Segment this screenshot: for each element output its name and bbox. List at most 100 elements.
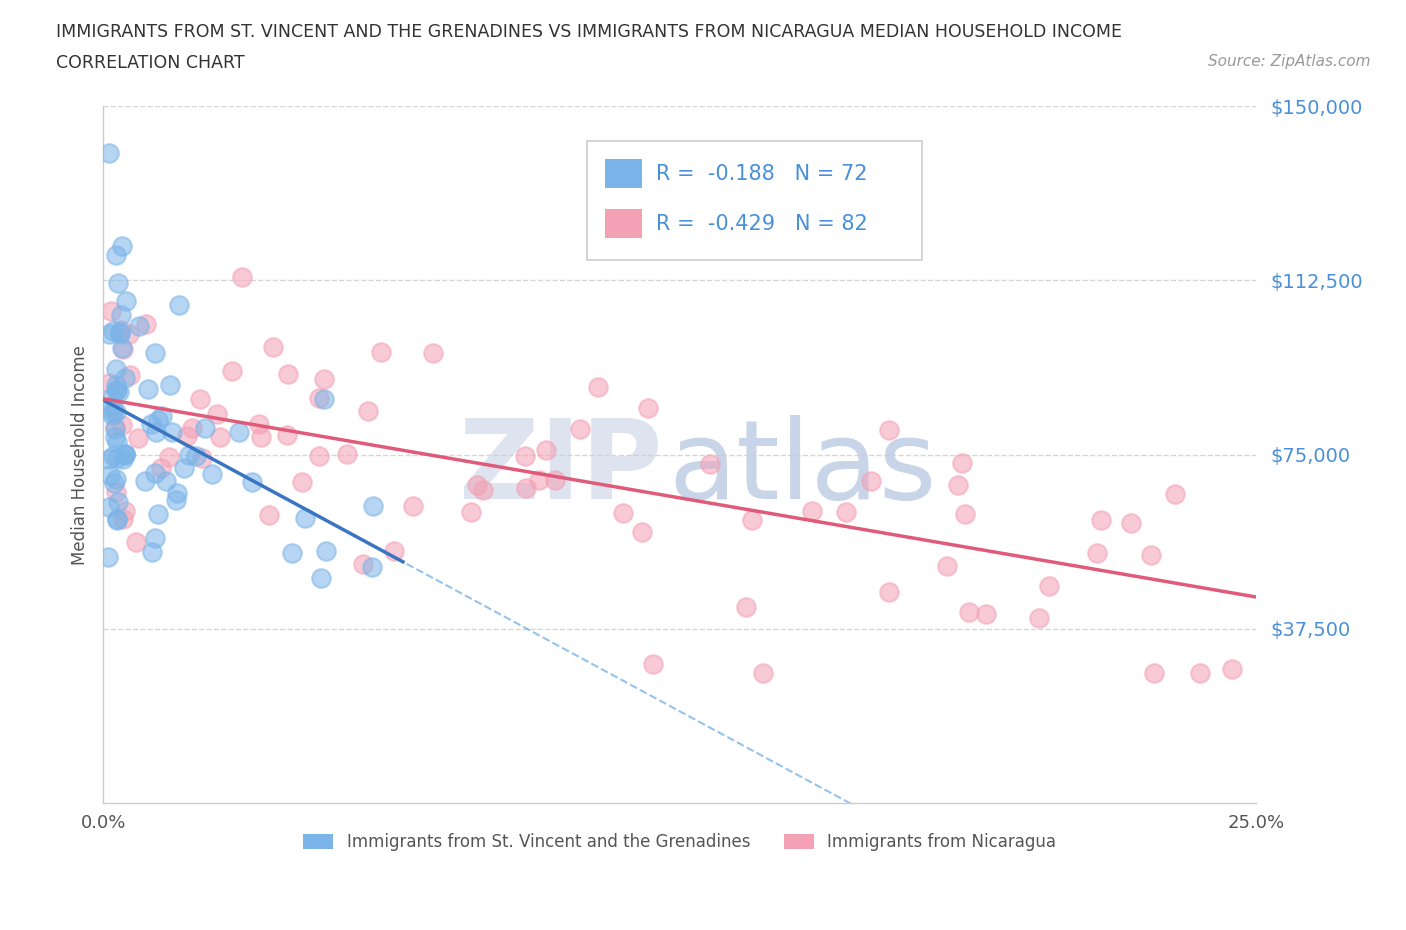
Point: [97, 550, 120, 565]
Point: [1164, 486, 1187, 501]
Point: [534, 443, 557, 458]
Point: [101, 408, 124, 423]
Point: [353, 556, 375, 571]
Point: [308, 449, 330, 464]
Point: [139, 417, 162, 432]
Point: [143, 345, 166, 360]
Point: [472, 483, 495, 498]
Point: [101, 324, 124, 339]
Point: [249, 429, 271, 444]
Point: [114, 370, 136, 385]
Point: [641, 657, 664, 671]
Text: atlas: atlas: [668, 415, 936, 522]
Point: [112, 341, 135, 356]
Point: [859, 473, 882, 488]
Point: [752, 666, 775, 681]
Text: R =  -0.188   N = 72: R = -0.188 N = 72: [655, 164, 868, 184]
Text: Source: ZipAtlas.com: Source: ZipAtlas.com: [1208, 54, 1371, 69]
Point: [111, 512, 134, 526]
Point: [184, 448, 207, 463]
Point: [169, 298, 191, 312]
Point: [98, 376, 121, 391]
Point: [247, 417, 270, 432]
Point: [110, 326, 132, 341]
Point: [146, 412, 169, 427]
Point: [1220, 662, 1243, 677]
Point: [315, 544, 337, 559]
Point: [103, 475, 125, 490]
Point: [1090, 512, 1112, 527]
Point: [98, 145, 121, 160]
Point: [974, 606, 997, 621]
Point: [312, 371, 335, 386]
Legend: Immigrants from St. Vincent and the Grenadines, Immigrants from Nicaragua: Immigrants from St. Vincent and the Gren…: [297, 826, 1063, 857]
Point: [950, 456, 973, 471]
Point: [957, 604, 980, 619]
Point: [311, 571, 333, 586]
Point: [114, 294, 136, 309]
Point: [105, 512, 128, 527]
Point: [240, 475, 263, 490]
Point: [145, 465, 167, 480]
Point: [98, 468, 121, 483]
Point: [105, 434, 128, 449]
Point: [124, 534, 146, 549]
Point: [370, 345, 392, 360]
Point: [104, 419, 127, 434]
Point: [177, 447, 200, 462]
Point: [127, 431, 149, 445]
Point: [1028, 611, 1050, 626]
Point: [98, 499, 121, 514]
Point: [135, 317, 157, 332]
Point: [221, 364, 243, 379]
Point: [360, 559, 382, 574]
Point: [143, 531, 166, 546]
Point: [141, 544, 163, 559]
Point: [1188, 666, 1211, 681]
Point: [150, 408, 173, 423]
Point: [100, 389, 122, 404]
Point: [104, 421, 127, 436]
Point: [136, 381, 159, 396]
Point: [877, 423, 900, 438]
Point: [207, 406, 229, 421]
Point: [159, 378, 181, 392]
Point: [231, 269, 253, 284]
Point: [277, 367, 299, 382]
Point: [801, 504, 824, 519]
Point: [188, 392, 211, 406]
Point: [312, 392, 335, 406]
Point: [741, 512, 763, 527]
Point: [173, 460, 195, 475]
Point: [181, 421, 204, 436]
Point: [97, 452, 120, 467]
Point: [105, 405, 128, 419]
Point: [735, 600, 758, 615]
Point: [529, 473, 551, 488]
Point: [114, 446, 136, 461]
Point: [191, 450, 214, 465]
Point: [104, 362, 127, 377]
FancyBboxPatch shape: [605, 209, 641, 238]
Point: [835, 505, 858, 520]
Point: [155, 473, 177, 488]
Point: [699, 457, 721, 472]
Point: [105, 512, 128, 526]
Point: [612, 506, 634, 521]
Point: [194, 420, 217, 435]
Point: [128, 319, 150, 334]
Point: [104, 485, 127, 499]
Point: [467, 478, 489, 493]
Point: [294, 511, 316, 525]
Point: [114, 503, 136, 518]
Point: [544, 472, 567, 487]
Point: [291, 475, 314, 490]
Point: [1143, 666, 1166, 681]
Point: [101, 449, 124, 464]
Point: [108, 385, 131, 400]
Point: [118, 367, 141, 382]
Point: [201, 467, 224, 482]
Point: [108, 325, 131, 339]
Point: [308, 391, 330, 405]
Point: [422, 346, 444, 361]
